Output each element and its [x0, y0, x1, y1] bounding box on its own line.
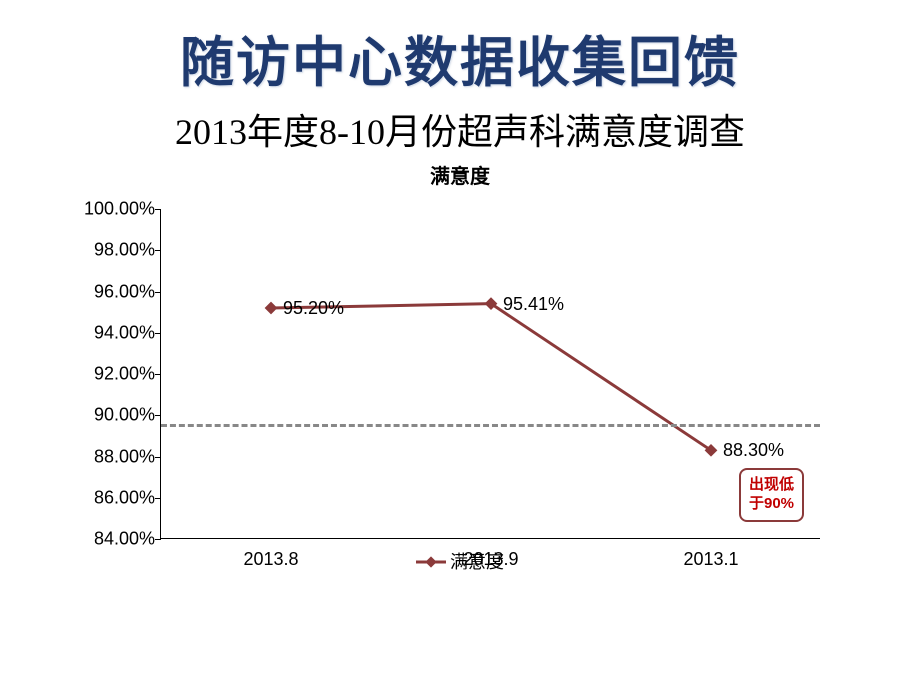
chart-plot-area: 出现低 于90% 84.00%86.00%88.00%90.00%92.00%9…	[160, 209, 820, 539]
series-line	[271, 304, 711, 451]
page-sub-title: 2013年度8-10月份超声科满意度调查	[0, 103, 920, 155]
y-axis-tick-label: 92.00%	[73, 364, 155, 385]
callout-text-1: 出现低	[749, 476, 794, 493]
y-axis-tick-mark	[155, 415, 161, 416]
y-axis-tick-label: 86.00%	[73, 487, 155, 508]
data-point-label: 95.20%	[283, 298, 344, 319]
chart-svg	[161, 209, 821, 539]
y-axis-tick-label: 90.00%	[73, 405, 155, 426]
reference-line	[161, 424, 820, 427]
y-axis-tick-label: 94.00%	[73, 322, 155, 343]
y-axis-tick-mark	[155, 498, 161, 499]
y-axis-tick-mark	[155, 539, 161, 540]
y-axis-tick-mark	[155, 209, 161, 210]
y-axis-tick-label: 84.00%	[73, 529, 155, 550]
legend-label: 满意度	[450, 552, 504, 572]
callout-text-2: 于90%	[749, 495, 794, 512]
data-point-label: 95.41%	[503, 294, 564, 315]
chart-container: 满意度 出现低 于90% 84.00%86.00%88.00%90.00%92.…	[70, 160, 850, 640]
chart-title: 满意度	[70, 160, 850, 189]
y-axis-tick-mark	[155, 457, 161, 458]
page-main-title: 随访中心数据收集回馈	[0, 0, 920, 97]
series-marker	[265, 302, 278, 315]
data-point-label: 88.30%	[723, 440, 784, 461]
y-axis-tick-label: 98.00%	[73, 240, 155, 261]
y-axis-tick-label: 96.00%	[73, 281, 155, 302]
callout-box: 出现低 于90%	[739, 468, 804, 522]
y-axis-tick-label: 100.00%	[73, 199, 155, 220]
y-axis-tick-mark	[155, 333, 161, 334]
chart-legend: 满意度	[70, 548, 850, 574]
y-axis-tick-mark	[155, 374, 161, 375]
y-axis-tick-label: 88.00%	[73, 446, 155, 467]
y-axis-tick-mark	[155, 250, 161, 251]
y-axis-tick-mark	[155, 292, 161, 293]
legend-marker-icon	[416, 553, 446, 574]
